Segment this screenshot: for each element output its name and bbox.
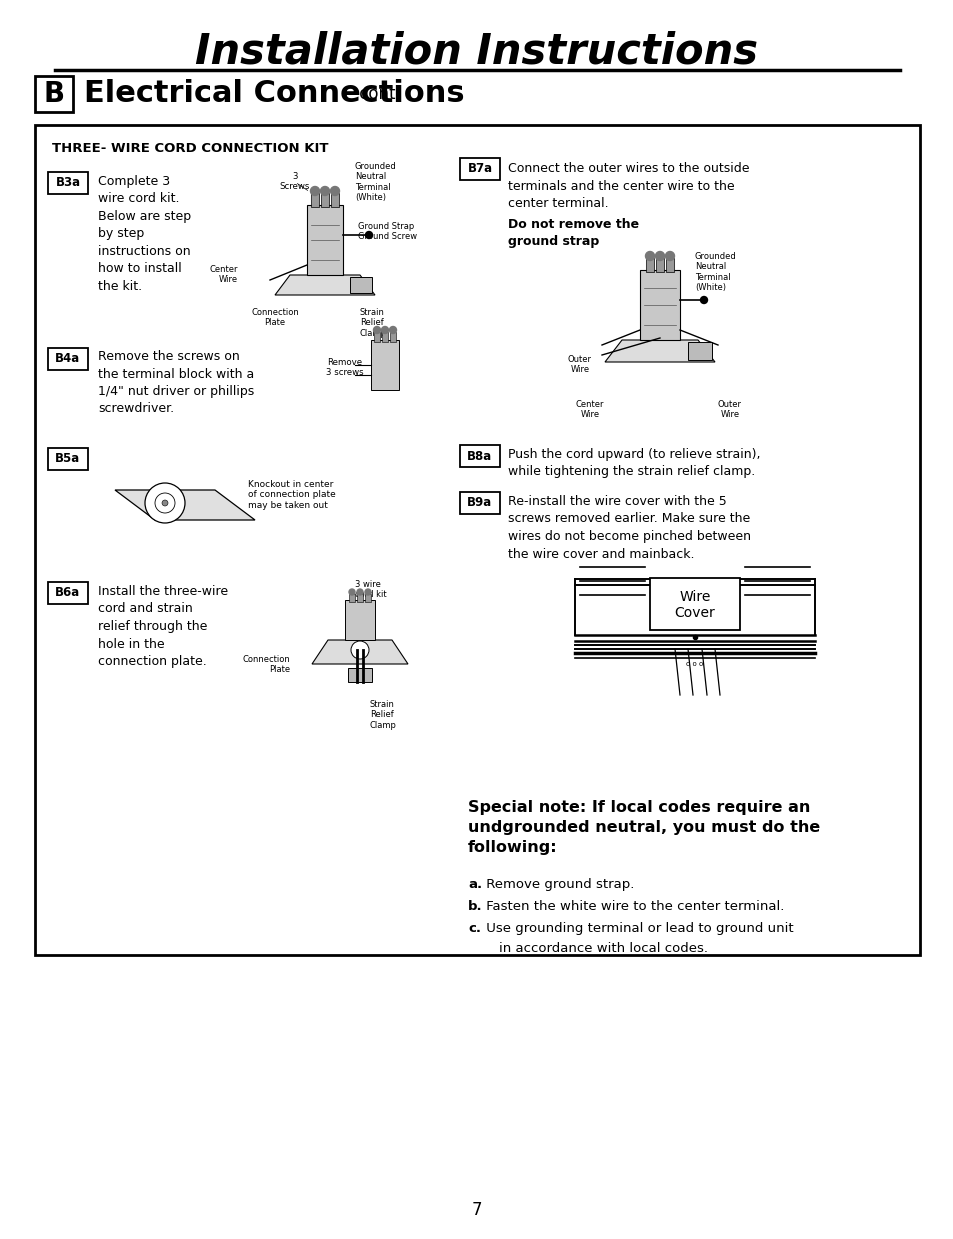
Bar — [35, 76, 73, 112]
Bar — [48, 582, 88, 603]
Text: THREE- WIRE CORD CONNECTION KIT: THREE- WIRE CORD CONNECTION KIT — [52, 141, 328, 155]
Text: Remove ground strap.: Remove ground strap. — [481, 878, 634, 891]
Circle shape — [645, 252, 654, 260]
Text: Special note: If local codes require an
undgrounded neutral, you must do the
fol: Special note: If local codes require an … — [468, 800, 820, 855]
Bar — [345, 600, 375, 641]
Bar — [371, 339, 398, 390]
Text: Fasten the white wire to the center terminal.: Fasten the white wire to the center term… — [481, 900, 783, 913]
Circle shape — [365, 232, 372, 238]
Bar — [639, 270, 679, 339]
Text: Electrical Connections: Electrical Connections — [84, 79, 464, 109]
Circle shape — [700, 296, 707, 304]
Bar — [656, 258, 663, 273]
Text: Center
Wire: Center Wire — [210, 265, 237, 285]
Text: b.: b. — [468, 900, 482, 913]
Bar — [48, 348, 88, 370]
Circle shape — [665, 252, 674, 260]
Text: B8a: B8a — [467, 450, 492, 462]
Circle shape — [310, 187, 319, 196]
Text: Use grounding terminal or lead to ground unit: Use grounding terminal or lead to ground… — [481, 922, 793, 935]
Bar — [381, 332, 388, 342]
Text: Strain
Relief
Clamp: Strain Relief Clamp — [370, 700, 396, 730]
Text: Remove
3 screws: Remove 3 screws — [326, 358, 363, 378]
Text: B7a: B7a — [467, 162, 492, 176]
Polygon shape — [115, 489, 254, 520]
Text: B3a: B3a — [55, 176, 80, 190]
Text: c.: c. — [468, 922, 480, 935]
Text: B6a: B6a — [55, 586, 81, 600]
Text: 3 wire
cord kit: 3 wire cord kit — [355, 580, 386, 600]
Circle shape — [356, 589, 363, 595]
Text: Outer
Wire: Outer Wire — [567, 356, 592, 374]
Text: o o o: o o o — [685, 660, 703, 667]
Text: Installation Instructions: Installation Instructions — [195, 31, 758, 73]
Circle shape — [162, 501, 168, 506]
Bar — [331, 193, 338, 207]
Text: Knockout in center
of connection plate
may be taken out: Knockout in center of connection plate m… — [248, 479, 335, 509]
Bar — [687, 342, 711, 361]
Bar — [307, 204, 343, 275]
Text: Connection
Plate: Connection Plate — [242, 655, 290, 674]
Circle shape — [381, 327, 388, 333]
Bar — [349, 593, 355, 602]
Text: B5a: B5a — [55, 452, 81, 466]
Polygon shape — [312, 641, 408, 664]
Polygon shape — [604, 339, 714, 362]
Bar — [459, 445, 499, 467]
Text: Re-install the wire cover with the 5
screws removed earlier. Make sure the
wires: Re-install the wire cover with the 5 scr… — [507, 496, 750, 560]
Text: cont.: cont. — [354, 85, 400, 103]
Bar — [390, 332, 395, 342]
Bar — [459, 159, 499, 180]
Circle shape — [320, 187, 329, 196]
Text: in accordance with local codes.: in accordance with local codes. — [481, 942, 707, 955]
Text: B9a: B9a — [467, 497, 492, 509]
Circle shape — [655, 252, 664, 260]
Text: Install the three-wire
cord and strain
relief through the
hole in the
connection: Install the three-wire cord and strain r… — [98, 585, 228, 668]
Text: Outer
Wire: Outer Wire — [718, 400, 741, 419]
Bar — [374, 332, 379, 342]
Text: Connection
Plate: Connection Plate — [251, 309, 298, 327]
Bar — [320, 193, 329, 207]
Text: Center
Wire: Center Wire — [576, 400, 603, 419]
Circle shape — [349, 589, 355, 595]
Text: Grounded
Neutral
Terminal
(White): Grounded Neutral Terminal (White) — [355, 162, 396, 202]
Text: Wire
Cover: Wire Cover — [674, 590, 715, 620]
Text: Connect the outer wires to the outside
terminals and the center wire to the
cent: Connect the outer wires to the outside t… — [507, 162, 749, 209]
Polygon shape — [274, 275, 375, 295]
Text: a.: a. — [468, 878, 481, 891]
Text: B: B — [44, 81, 65, 108]
Text: 3
Screws: 3 Screws — [279, 172, 310, 191]
Bar — [459, 492, 499, 514]
Bar — [645, 258, 654, 273]
Text: Strain
Relief
Clamp: Strain Relief Clamp — [359, 309, 387, 338]
Bar — [48, 449, 88, 470]
Text: B4a: B4a — [55, 353, 81, 366]
Bar — [356, 593, 363, 602]
Bar — [365, 593, 371, 602]
Circle shape — [389, 327, 396, 333]
Bar — [311, 193, 318, 207]
Text: Ground Strap
Ground Screw: Ground Strap Ground Screw — [357, 222, 416, 242]
Text: Grounded
Neutral
Terminal
(White): Grounded Neutral Terminal (White) — [695, 252, 736, 292]
Circle shape — [365, 589, 371, 595]
Text: Remove the screws on
the terminal block with a
1/4" nut driver or phillips
screw: Remove the screws on the terminal block … — [98, 349, 254, 415]
Text: Push the cord upward (to relieve strain),
while tightening the strain relief cla: Push the cord upward (to relieve strain)… — [507, 449, 760, 478]
Text: Do not remove the
ground strap: Do not remove the ground strap — [507, 218, 639, 249]
Circle shape — [330, 187, 339, 196]
Circle shape — [374, 327, 380, 333]
Bar — [649, 579, 740, 629]
Circle shape — [351, 641, 369, 659]
Bar — [350, 278, 372, 292]
Bar — [348, 668, 372, 681]
Bar — [665, 258, 673, 273]
Bar — [35, 125, 919, 955]
Text: Complete 3
wire cord kit.
Below are step
by step
instructions on
how to install
: Complete 3 wire cord kit. Below are step… — [98, 175, 191, 292]
Bar — [48, 172, 88, 195]
Text: 7: 7 — [471, 1201, 482, 1219]
Circle shape — [145, 483, 185, 523]
